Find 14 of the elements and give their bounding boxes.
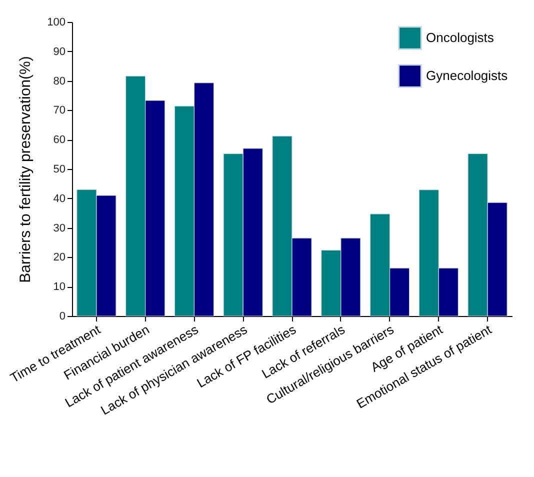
y-tick-label: 0 xyxy=(59,310,66,322)
y-tick-label: 50 xyxy=(53,164,66,176)
y-axis-title: Barriers to fertility preservation(%) xyxy=(17,56,34,283)
y-tick-label: 60 xyxy=(53,134,66,146)
legend-label: Oncologists xyxy=(426,30,494,45)
legend-label: Gynecologists xyxy=(426,68,508,83)
y-tick-label: 20 xyxy=(53,252,66,264)
y-tick-label: 70 xyxy=(53,104,66,117)
y-tick-label: 40 xyxy=(53,192,66,205)
y-tick-label: 10 xyxy=(53,281,66,294)
y-tick-label: 80 xyxy=(53,75,66,88)
y-tick-label: 90 xyxy=(53,46,66,58)
y-tick-label: 100 xyxy=(47,16,66,28)
y-tick-label: 30 xyxy=(53,222,66,234)
